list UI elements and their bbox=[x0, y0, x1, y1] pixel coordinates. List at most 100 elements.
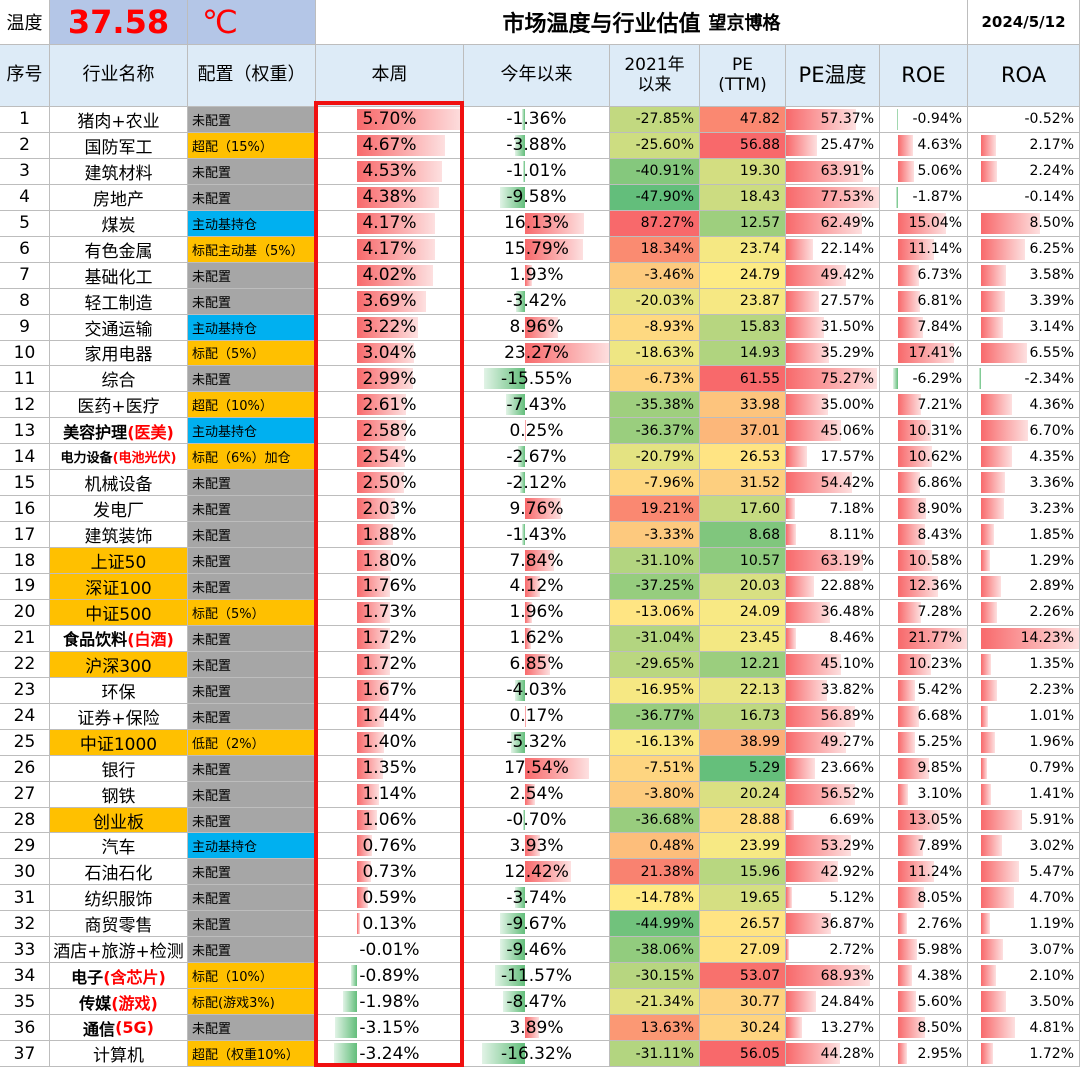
ytd-return: 6.85% bbox=[464, 651, 610, 678]
row-number: 26 bbox=[0, 755, 50, 782]
temperature-unit: ℃ bbox=[188, 0, 316, 45]
config-weight: 未配置 bbox=[188, 522, 316, 549]
pe-temperature-text: 27.57% bbox=[820, 293, 874, 310]
pe-temperature-text: 31.50% bbox=[820, 319, 874, 336]
since-2021-return: -30.15% bbox=[610, 963, 700, 990]
roe-text: 17.41% bbox=[908, 344, 962, 361]
week-return-text: 1.72% bbox=[362, 654, 417, 675]
config-weight-text: 未配置 bbox=[192, 269, 232, 285]
pe-ttm-text: 20.24 bbox=[739, 786, 780, 803]
week-return: 3.69% bbox=[316, 288, 464, 315]
roe-text: -1.87% bbox=[912, 189, 962, 206]
pe-temperature-bar bbox=[786, 1017, 803, 1039]
row-number-text: 23 bbox=[13, 680, 36, 701]
roa: 3.23% bbox=[968, 496, 1080, 523]
industry-name-text: 中证1000 bbox=[79, 734, 158, 755]
week-return: 5.70% bbox=[316, 107, 464, 133]
pe-temperature: 68.93% bbox=[786, 963, 880, 990]
since-2021-return-text: 19.21% bbox=[640, 500, 694, 517]
week-return-bar bbox=[357, 731, 384, 753]
roa: 4.70% bbox=[968, 885, 1080, 912]
ytd-return-bar bbox=[484, 368, 526, 390]
pe-temperature-bar bbox=[786, 472, 852, 494]
pe-ttm-text: 23.87 bbox=[739, 293, 780, 310]
week-return-text: -1.98% bbox=[359, 991, 420, 1012]
roa-text: 0.79% bbox=[1029, 760, 1074, 777]
week-return-bar bbox=[357, 212, 436, 234]
pe-temperature-bar bbox=[786, 498, 795, 520]
week-return-bar bbox=[357, 446, 405, 468]
roe-text: -0.94% bbox=[912, 111, 962, 128]
pe-temperature: 36.87% bbox=[786, 911, 880, 938]
roa-text: -0.14% bbox=[1024, 189, 1074, 206]
ytd-return: -0.70% bbox=[464, 807, 610, 834]
roe-text: 7.28% bbox=[917, 604, 962, 621]
week-return-bar bbox=[357, 238, 436, 260]
roa-text: 1.01% bbox=[1029, 708, 1074, 725]
week-return-bar bbox=[357, 653, 390, 675]
pe-ttm-text: 19.30 bbox=[739, 163, 780, 180]
since-2021-return: -36.77% bbox=[610, 703, 700, 730]
week-return-text: 2.03% bbox=[362, 498, 417, 519]
roe-text: 12.36% bbox=[908, 578, 962, 595]
pe-temperature: 63.91% bbox=[786, 158, 880, 185]
roa: 3.50% bbox=[968, 989, 1080, 1016]
roe-bar bbox=[897, 394, 921, 416]
pe-temperature: 77.53% bbox=[786, 184, 880, 211]
pe-temperature: 25.47% bbox=[786, 132, 880, 159]
row-number-text: 32 bbox=[13, 913, 36, 934]
week-return-text: 0.13% bbox=[362, 913, 417, 934]
col-week-header: 本周 bbox=[316, 45, 464, 107]
since-2021-return: -47.90% bbox=[610, 184, 700, 211]
pe-ttm: 30.77 bbox=[700, 989, 786, 1016]
pe-temperature-text: 63.19% bbox=[820, 552, 874, 569]
row-number-text: 26 bbox=[13, 758, 36, 779]
pe-temperature: 44.28% bbox=[786, 1041, 880, 1067]
config-weight-text: 标配(游戏3%) bbox=[192, 996, 275, 1012]
roa-bar bbox=[981, 420, 1028, 442]
ytd-return-text: -0.70% bbox=[506, 810, 567, 830]
config-weight: 主动基持仓 bbox=[188, 210, 316, 237]
config-weight-text: 主动基持仓 bbox=[192, 425, 258, 441]
row-number-text: 11 bbox=[13, 368, 36, 389]
pe-temperature: 56.52% bbox=[786, 781, 880, 808]
pe-temperature-bar bbox=[786, 134, 817, 156]
week-return-bar bbox=[357, 264, 433, 286]
col-since2021-header: 2021年 以来 bbox=[610, 45, 700, 107]
week-return-bar bbox=[343, 991, 358, 1013]
config-weight-text: 未配置 bbox=[192, 555, 232, 571]
pe-ttm-text: 16.73 bbox=[739, 708, 780, 725]
pe-temperature-bar bbox=[786, 238, 813, 260]
config-weight: 未配置 bbox=[188, 184, 316, 211]
row-number-text: 16 bbox=[13, 498, 36, 519]
industry-name-text: 发电厂 bbox=[93, 501, 144, 522]
roe-bar bbox=[897, 653, 931, 675]
week-return-bar bbox=[357, 134, 445, 156]
week-return: 1.14% bbox=[316, 781, 464, 808]
table-title: 市场温度与行业估值 望京博格 bbox=[316, 0, 968, 45]
pe-ttm: 26.57 bbox=[700, 911, 786, 938]
config-weight: 未配置 bbox=[188, 911, 316, 938]
ytd-return: 17.54% bbox=[464, 755, 610, 782]
week-return: 4.67% bbox=[316, 132, 464, 159]
col-week-header-text-0: 本周 bbox=[371, 64, 408, 86]
roe-text: 13.05% bbox=[908, 812, 962, 828]
week-return-text: 0.59% bbox=[362, 887, 417, 908]
week-return-bar bbox=[357, 679, 389, 701]
config-weight: 未配置 bbox=[188, 574, 316, 600]
config-weight-text: 标配（6%）加仓 bbox=[192, 451, 291, 467]
pe-temperature-bar bbox=[786, 160, 864, 182]
roe: -1.87% bbox=[880, 184, 968, 211]
pe-ttm: 53.07 bbox=[700, 963, 786, 990]
ytd-return-bar bbox=[525, 498, 561, 520]
ytd-return: -15.55% bbox=[464, 366, 610, 393]
week-return-bar bbox=[350, 965, 358, 987]
roa: 3.36% bbox=[968, 470, 1080, 497]
roa: 5.91% bbox=[968, 807, 1080, 834]
config-weight-text: 未配置 bbox=[192, 944, 232, 960]
pe-temperature-bar bbox=[786, 679, 827, 701]
row-number: 1 bbox=[0, 107, 50, 133]
pe-ttm-text: 22.13 bbox=[739, 682, 780, 699]
pe-temperature-text: 6.69% bbox=[829, 812, 874, 828]
since-2021-return-text: -20.03% bbox=[635, 293, 694, 310]
